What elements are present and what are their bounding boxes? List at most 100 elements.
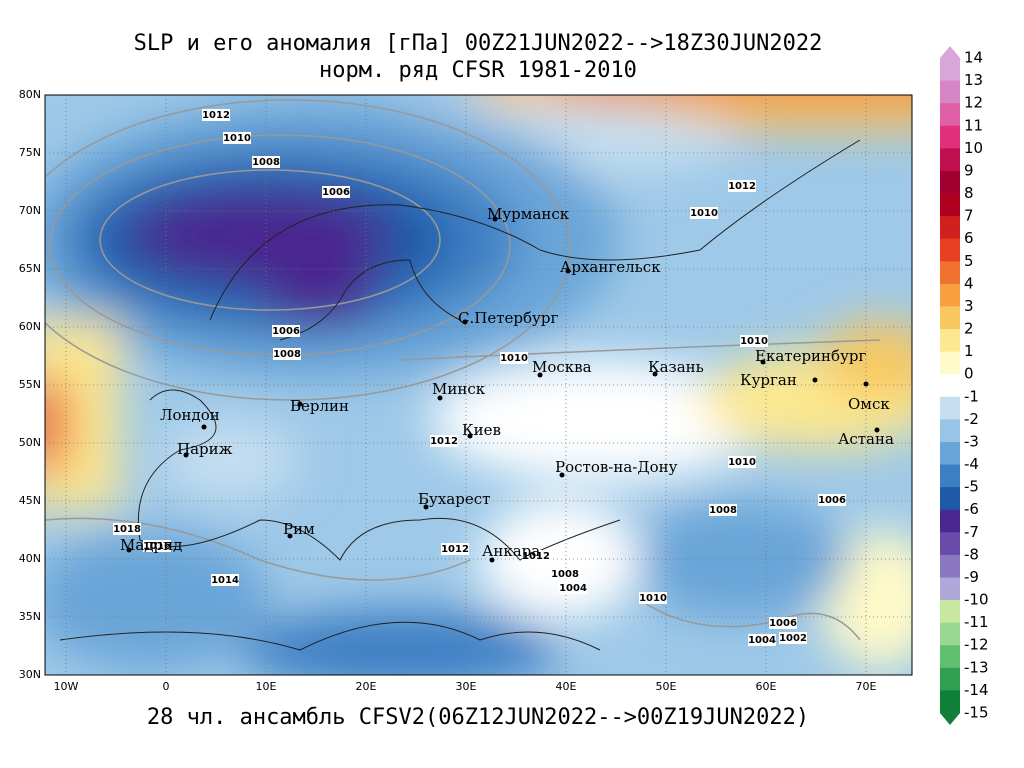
colorbar-label: -1 xyxy=(964,387,979,405)
colorbar-box xyxy=(940,396,960,420)
lat-label: 30N xyxy=(19,668,41,681)
lat-label: 70N xyxy=(19,204,41,217)
city-dot xyxy=(467,433,473,439)
isobar-label-bg xyxy=(728,180,756,192)
colorbar: 14131211109876543210-1-2-3-4-5-6-7-8-9-1… xyxy=(940,46,989,725)
colorbar-label: -8 xyxy=(964,545,979,563)
isobar-label: 1014 xyxy=(211,575,239,586)
isobar-label: 1010 xyxy=(223,133,251,144)
isobar-label-bg xyxy=(779,632,807,644)
colorbar-label: 3 xyxy=(964,297,974,315)
city-label: Екатеринбург xyxy=(755,347,866,365)
colorbar-label: -2 xyxy=(964,410,979,428)
isobar-label: 1010 xyxy=(728,457,756,468)
isobar-label-bg xyxy=(639,592,667,604)
isobar-label: 1010 xyxy=(500,353,528,364)
footer: 28 чл. ансамбль CFSV2(06Z12JUN2022-->00Z… xyxy=(147,705,809,730)
colorbar-label: -3 xyxy=(964,432,979,450)
city-dot xyxy=(565,268,571,274)
isobar-label: 1004 xyxy=(559,583,587,594)
isobar-label: 1018 xyxy=(113,524,141,535)
city-label: Лондон xyxy=(160,406,220,424)
colorbar-box xyxy=(940,441,960,466)
isobar-label-bg xyxy=(522,550,550,562)
city-dot xyxy=(126,547,132,553)
colorbar-box xyxy=(940,600,960,624)
isobar-label: 1008 xyxy=(273,349,301,360)
colorbar-label: -14 xyxy=(964,681,989,699)
lat-label: 75N xyxy=(19,146,41,159)
colorbar-label: 13 xyxy=(964,71,983,89)
colorbar-box xyxy=(940,238,960,262)
isobar-label: 1012 xyxy=(728,181,756,192)
lat-label: 35N xyxy=(19,610,41,623)
isobar-label-bg xyxy=(252,156,280,168)
city-label: Анкара xyxy=(482,542,540,560)
colorbar-end xyxy=(940,713,960,725)
city-dot xyxy=(559,472,565,478)
lon-label: 10E xyxy=(256,680,277,693)
isobar-label-bg xyxy=(322,186,350,198)
colorbar-label: 5 xyxy=(964,252,974,270)
city-dot xyxy=(297,401,303,407)
city-label: Мурманск xyxy=(487,205,570,223)
colorbar-label: -15 xyxy=(964,704,989,722)
colorbar-box xyxy=(940,532,960,556)
colorbar-box xyxy=(940,306,960,330)
city-dot xyxy=(437,395,443,401)
colorbar-label: 10 xyxy=(964,139,983,157)
colorbar-label: -10 xyxy=(964,591,989,609)
colorbar-box xyxy=(940,193,960,217)
isobar-label-bg xyxy=(500,352,528,364)
colorbar-end xyxy=(940,46,960,58)
city-dot xyxy=(652,371,658,377)
city-dot xyxy=(183,452,189,458)
lon-label: 10W xyxy=(54,680,79,693)
isobar-label-bg xyxy=(748,634,776,646)
isobar-label-bg xyxy=(740,335,768,347)
colorbar-box xyxy=(940,351,960,375)
colorbar-box xyxy=(940,645,960,669)
graticule xyxy=(45,95,912,675)
city-label: Минск xyxy=(432,380,486,398)
colorbar-box xyxy=(940,148,960,172)
isobar-label: 1004 xyxy=(748,635,776,646)
lat-label: 45N xyxy=(19,494,41,507)
city-dot xyxy=(287,533,293,539)
city-dot xyxy=(812,377,818,383)
lon-label: 60E xyxy=(756,680,777,693)
isobar-label: 1008 xyxy=(709,505,737,516)
colorbar-label: -6 xyxy=(964,500,979,518)
colorbar-label: 8 xyxy=(964,184,974,202)
isobar-label: 1010 xyxy=(639,593,667,604)
colorbar-box xyxy=(940,329,960,353)
colorbar-box xyxy=(940,509,960,533)
isobar-label-bg xyxy=(113,523,141,535)
colorbar-label: 4 xyxy=(964,274,974,292)
colorbar-label: 9 xyxy=(964,161,974,179)
city-label: Париж xyxy=(177,440,233,458)
isobar-label-bg xyxy=(273,348,301,360)
city-dot xyxy=(462,319,468,325)
lat-label: 60N xyxy=(19,320,41,333)
isobar-label-bg xyxy=(211,574,239,586)
isobar-label: 1002 xyxy=(779,633,807,644)
isobar-label: 1010 xyxy=(740,336,768,347)
colorbar-box xyxy=(940,170,960,195)
isobar-label-bg xyxy=(728,456,756,468)
colorbar-box xyxy=(940,577,960,601)
colorbar-box xyxy=(940,58,960,82)
title-line2: норм. ряд CFSR 1981-2010 xyxy=(319,58,637,83)
lon-label: 20E xyxy=(356,680,377,693)
city-dot xyxy=(492,216,498,222)
isobar-label-bg xyxy=(430,435,458,447)
isobar-label: 1008 xyxy=(252,157,280,168)
colorbar-label: 2 xyxy=(964,320,974,338)
city-label: Архангельск xyxy=(560,258,661,276)
isobar-label: 1006 xyxy=(322,187,350,198)
lon-label: 70E xyxy=(856,680,877,693)
city-label: Бухарест xyxy=(418,490,490,508)
isobar-label: 1010 xyxy=(690,208,718,219)
colorbar-box xyxy=(940,374,960,398)
